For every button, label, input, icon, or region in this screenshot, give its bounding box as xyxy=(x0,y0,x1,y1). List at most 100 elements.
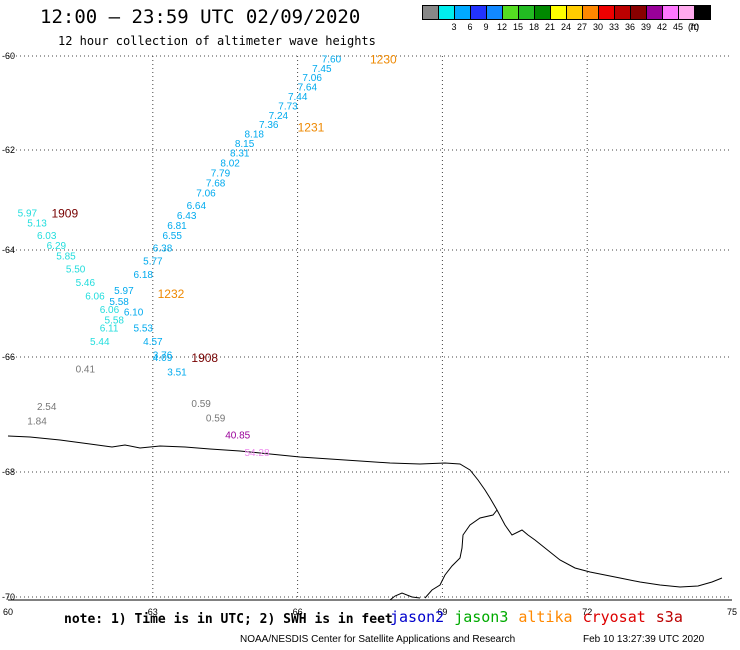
legend-tick-label: 6 xyxy=(467,22,473,32)
satellite-name: altika xyxy=(518,608,573,626)
wave-height-value: 6.38 xyxy=(153,244,173,255)
wave-height-value: 40.85 xyxy=(225,431,250,442)
wave-height-value: 7.44 xyxy=(288,92,308,103)
wave-height-value: 8.18 xyxy=(245,130,265,141)
lat-tick-label: -70 xyxy=(2,592,15,602)
wave-height-value: 2.54 xyxy=(37,402,57,413)
legend-tick-label: 9 xyxy=(483,22,489,32)
wave-height-value: 7.45 xyxy=(312,64,332,75)
lat-tick-label: -60 xyxy=(2,51,15,61)
lon-tick-label: 75 xyxy=(727,607,737,617)
wave-height-value: 1.84 xyxy=(27,416,47,427)
wave-height-value: 5.58 xyxy=(109,297,129,308)
pass-time-labels: 1230 1231 1232 1909 1908 xyxy=(51,52,397,365)
legend-unit: (ft) xyxy=(688,22,699,32)
wave-height-value: 6.18 xyxy=(133,270,153,281)
latitude-axis: -60 -62 -64 -66 -68 -70 xyxy=(2,51,15,602)
legend-tick-label: 70 xyxy=(688,22,700,32)
wave-height-value: 6.03 xyxy=(37,231,57,242)
lon-tick-label: 60 xyxy=(3,607,13,617)
wave-height-value: 7.73 xyxy=(278,101,298,112)
satellite-name: cryosat xyxy=(582,608,646,626)
footer-timestamp: Feb 10 13:27:39 UTC 2020 xyxy=(583,634,705,645)
map-title: 12:00 — 23:59 UTC 02/09/2020 xyxy=(40,6,361,28)
wave-height-value: 5.46 xyxy=(76,278,96,289)
legend-tick-label: 21 xyxy=(544,22,556,32)
lat-tick-label: -64 xyxy=(2,245,15,255)
satellite-name: jason3 xyxy=(454,608,509,626)
wave-height-values: 7.607.457.067.647.447.737.247.368.188.15… xyxy=(18,54,342,459)
wave-height-value: 0.59 xyxy=(206,413,226,424)
wave-height-value: 0.59 xyxy=(191,399,211,410)
wave-height-value: 7.79 xyxy=(211,169,231,180)
wave-height-value: 5.97 xyxy=(18,209,38,220)
map-subtitle: 12 hour collection of altimeter wave hei… xyxy=(58,34,376,48)
legend-tick-label: 45 xyxy=(672,22,684,32)
footer-agency: NOAA/NESDIS Center for Satellite Applica… xyxy=(240,634,516,645)
wave-height-value: 5.13 xyxy=(27,219,47,230)
coastline-path xyxy=(7,435,723,601)
wave-height-value: 7.24 xyxy=(269,111,289,122)
lon-tick-label: 63 xyxy=(148,607,158,617)
legend-swatch xyxy=(694,5,711,20)
legend-tick-label: 15 xyxy=(512,22,524,32)
coastline xyxy=(7,435,723,601)
legend-tick-label: 12 xyxy=(496,22,508,32)
lat-tick-label: -68 xyxy=(2,467,15,477)
wave-height-value: 7.36 xyxy=(259,120,279,131)
wave-height-value: 3.76 xyxy=(153,350,173,361)
wave-height-value: 8.31 xyxy=(230,149,250,160)
wave-height-value: 54.28 xyxy=(245,448,270,459)
legend-tick-label: 24 xyxy=(560,22,572,32)
wave-height-value: 8.15 xyxy=(235,139,255,150)
legend-tick-label: 18 xyxy=(528,22,540,32)
map-grid xyxy=(8,55,732,600)
legend-tick-label: 42 xyxy=(656,22,668,32)
wave-height-value: 0.41 xyxy=(76,365,96,376)
legend-ticks: 3 6 9 12 15 18 21 24 27 30 33 36 39 42 45 70 (ft) xyxy=(422,20,710,34)
wave-height-legend: 3 6 9 12 15 18 21 24 27 30 33 36 39 42 45 70 (ft) xyxy=(422,5,711,34)
legend-tick-label: 27 xyxy=(576,22,588,32)
satellite-name: jason2 xyxy=(390,608,445,626)
wave-height-value: 4.09 xyxy=(153,353,173,364)
wave-height-value: 7.60 xyxy=(322,54,342,65)
wave-height-value: 6.11 xyxy=(100,324,119,335)
wave-height-value: 6.29 xyxy=(47,241,67,252)
wave-height-value: 5.97 xyxy=(114,286,134,297)
wave-height-value: 6.43 xyxy=(177,211,197,222)
wave-height-value: 6.06 xyxy=(100,305,120,316)
pass-time-label: 1908 xyxy=(191,351,218,365)
lat-tick-label: -62 xyxy=(2,145,15,155)
wave-height-value: 6.64 xyxy=(187,201,207,212)
wave-height-value: 5.85 xyxy=(56,251,76,262)
wave-height-value: 6.81 xyxy=(167,221,187,232)
legend-tick-label: 3 xyxy=(451,22,457,32)
wave-height-value: 7.06 xyxy=(302,73,322,84)
lon-tick-label: 69 xyxy=(437,607,447,617)
wave-height-value: 7.64 xyxy=(298,83,318,94)
wave-height-value: 5.44 xyxy=(90,337,110,348)
pass-time-label: 1232 xyxy=(158,287,185,301)
wave-height-value: 7.68 xyxy=(206,179,226,190)
wave-height-value: 6.55 xyxy=(162,231,182,242)
wave-height-value: 5.77 xyxy=(143,257,163,268)
wave-height-value: 5.50 xyxy=(66,265,86,276)
wave-height-value: 5.53 xyxy=(133,324,153,335)
wave-height-value: 3.51 xyxy=(167,367,187,378)
note-text: note: 1) Time is in UTC; 2) SWH is in fe… xyxy=(64,612,393,627)
satellite-name: s3a xyxy=(655,608,683,626)
wave-height-value: 4.57 xyxy=(143,337,163,348)
wave-height-value: 5.58 xyxy=(105,316,125,327)
legend-swatches xyxy=(422,5,711,20)
lon-tick-label: 66 xyxy=(293,607,303,617)
pass-time-label: 1231 xyxy=(298,121,325,135)
wave-height-value: 6.06 xyxy=(85,291,105,302)
satellite-legend: jason2 jason3 altika cryosat s3a xyxy=(390,608,693,626)
legend-tick-label: 39 xyxy=(640,22,652,32)
lon-tick-label: 72 xyxy=(582,607,592,617)
legend-tick-label: 33 xyxy=(608,22,620,32)
legend-tick-label: 36 xyxy=(624,22,636,32)
wave-height-value: 7.06 xyxy=(196,189,216,200)
legend-tick-label: 30 xyxy=(592,22,604,32)
